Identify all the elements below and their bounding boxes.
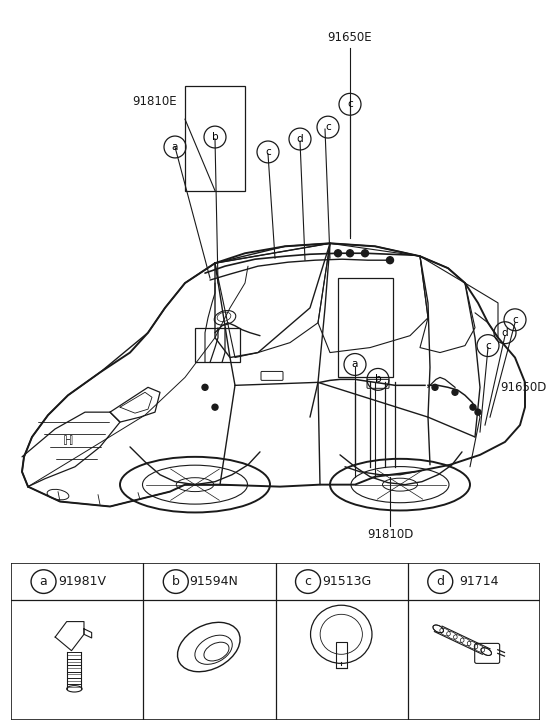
Circle shape: [361, 250, 369, 257]
Text: a: a: [352, 359, 358, 369]
Circle shape: [347, 250, 354, 257]
Text: c: c: [305, 575, 311, 588]
Text: d: d: [296, 134, 303, 144]
Text: 91594N: 91594N: [190, 575, 239, 588]
Text: 91981V: 91981V: [58, 575, 106, 588]
Bar: [338, 278, 393, 377]
Text: 91810D: 91810D: [367, 528, 413, 541]
Text: c: c: [512, 315, 518, 325]
Circle shape: [452, 390, 458, 395]
Circle shape: [334, 250, 342, 257]
Text: c: c: [347, 100, 353, 109]
Text: c: c: [485, 341, 491, 350]
Text: a: a: [40, 575, 47, 588]
Circle shape: [475, 409, 481, 415]
Bar: [185, 87, 245, 190]
Text: a: a: [172, 142, 178, 152]
Text: d: d: [502, 328, 509, 338]
Text: c: c: [265, 147, 271, 157]
Text: ℍ: ℍ: [63, 435, 73, 449]
Text: 91650D: 91650D: [500, 381, 547, 394]
Text: 91650E: 91650E: [328, 31, 372, 44]
Circle shape: [470, 404, 476, 410]
Text: d: d: [436, 575, 444, 588]
Circle shape: [212, 404, 218, 410]
Bar: [195, 328, 240, 363]
Text: 91513G: 91513G: [322, 575, 371, 588]
Text: b: b: [212, 132, 218, 142]
Ellipse shape: [204, 642, 229, 661]
Circle shape: [386, 257, 393, 264]
Circle shape: [432, 385, 438, 390]
Bar: [336, 643, 347, 668]
Text: c: c: [325, 122, 331, 132]
Text: b: b: [172, 575, 180, 588]
Polygon shape: [55, 622, 84, 651]
Text: b: b: [375, 374, 381, 385]
Text: 91810E: 91810E: [133, 95, 177, 108]
Circle shape: [202, 385, 208, 390]
Text: 91714: 91714: [459, 575, 499, 588]
